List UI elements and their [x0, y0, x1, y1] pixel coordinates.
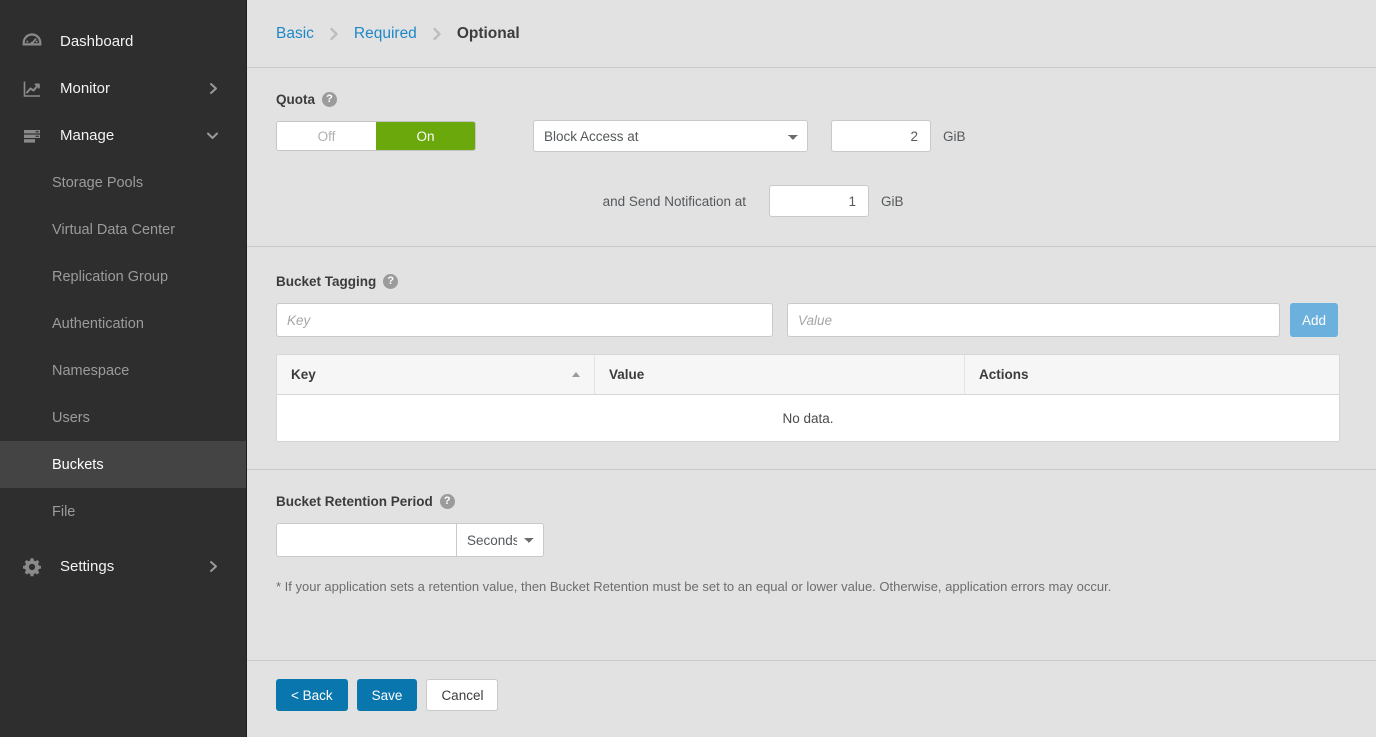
divider [247, 469, 1376, 470]
gear-icon [16, 551, 48, 583]
sidebar: Dashboard Monitor [0, 0, 247, 737]
server-stack-icon [16, 120, 48, 152]
table-column-label: Key [291, 367, 316, 382]
sidebar-item-authentication[interactable]: Authentication [0, 300, 246, 347]
breadcrumb-required[interactable]: Required [353, 24, 417, 42]
chevron-right-icon [327, 27, 341, 41]
divider [247, 660, 1376, 661]
sidebar-item-namespace[interactable]: Namespace [0, 347, 246, 394]
bucket-tagging-section: Bucket Tagging ? Add Key Value [247, 247, 1376, 442]
quota-action-select[interactable]: Block Access at [533, 120, 808, 152]
quota-toggle-off[interactable]: Off [277, 122, 376, 150]
back-button[interactable]: < Back [276, 679, 348, 711]
quota-toggle-on[interactable]: On [376, 122, 475, 150]
bucket-retention-title-label: Bucket Retention Period [276, 494, 433, 509]
divider [247, 67, 1376, 68]
sort-ascending-icon [572, 372, 580, 377]
sidebar-subitem-label: Authentication [52, 315, 144, 332]
retention-note: * If your application sets a retention v… [276, 579, 1112, 594]
bucket-retention-title: Bucket Retention Period ? [276, 494, 1376, 509]
table-header-row: Key Value Actions [277, 355, 1339, 395]
bucket-tagging-title-label: Bucket Tagging [276, 274, 377, 289]
table-column-label: Value [609, 367, 645, 382]
sidebar-item-settings[interactable]: Settings [0, 543, 246, 590]
tag-key-input[interactable] [276, 303, 773, 337]
sidebar-subitem-label: Storage Pools [52, 174, 144, 191]
quota-block-value-input[interactable] [831, 120, 931, 152]
chevron-right-icon [430, 27, 444, 41]
sidebar-item-label: Settings [60, 558, 115, 575]
save-button[interactable]: Save [356, 679, 418, 711]
table-empty-message: No data. [782, 410, 834, 426]
sidebar-item-dashboard[interactable]: Dashboard [0, 18, 246, 65]
table-column-actions[interactable]: Actions [965, 355, 1339, 394]
table-column-value[interactable]: Value [595, 355, 965, 394]
retention-value-input[interactable] [276, 523, 456, 557]
breadcrumb: Basic Required Optional [247, 0, 1376, 67]
sidebar-subitem-label: Virtual Data Center [52, 221, 176, 238]
sidebar-item-users[interactable]: Users [0, 394, 246, 441]
help-icon[interactable]: ? [322, 92, 337, 107]
quota-title-label: Quota [276, 92, 315, 107]
table-column-key[interactable]: Key [277, 355, 595, 394]
sidebar-item-label: Dashboard [60, 33, 134, 50]
help-icon[interactable]: ? [439, 494, 455, 509]
quota-toggle[interactable]: Off On [276, 121, 476, 151]
line-chart-icon [16, 73, 48, 105]
quota-notify-label: and Send Notification at [602, 193, 746, 209]
bucket-tagging-table: Key Value Actions No data. [276, 354, 1340, 442]
tag-value-input[interactable] [787, 303, 1280, 337]
retention-input-group: Seconds [276, 523, 544, 557]
table-column-label: Actions [979, 367, 1029, 382]
sidebar-item-storage-pools[interactable]: Storage Pools [0, 159, 246, 206]
sidebar-subitem-label: File [52, 503, 76, 520]
sidebar-item-monitor[interactable]: Monitor [0, 65, 246, 112]
sidebar-item-file[interactable]: File [0, 488, 246, 535]
chevron-down-icon [205, 128, 220, 143]
dashboard-gauge-icon [16, 26, 48, 58]
sidebar-subitem-label: Buckets [52, 456, 104, 473]
bucket-tagging-title: Bucket Tagging ? [276, 274, 1376, 289]
sidebar-item-buckets[interactable]: Buckets [0, 441, 246, 488]
sidebar-subitem-label: Replication Group [52, 268, 169, 285]
divider [247, 246, 1376, 247]
sidebar-item-label: Manage [60, 127, 115, 144]
form-footer: < Back Save Cancel [276, 679, 499, 711]
quota-section: Quota ? Off On Block Access at GiB and S… [247, 68, 1376, 217]
sidebar-item-label: Monitor [60, 80, 111, 97]
quota-notify-unit: GiB [881, 193, 904, 209]
chevron-right-icon [207, 560, 220, 573]
chevron-right-icon [207, 82, 220, 95]
breadcrumb-basic[interactable]: Basic [276, 24, 314, 42]
bucket-retention-section: Bucket Retention Period ? Seconds * If y… [247, 470, 1376, 594]
quota-block-unit: GiB [943, 128, 966, 144]
retention-unit-select[interactable]: Seconds [456, 523, 544, 557]
quota-title: Quota ? [276, 92, 1376, 107]
sidebar-subitem-label: Users [52, 409, 90, 426]
sidebar-subitem-label: Namespace [52, 362, 130, 379]
content-area: Basic Required Optional Quota ? [247, 0, 1376, 737]
sidebar-item-replication-group[interactable]: Replication Group [0, 253, 246, 300]
quota-notify-value-input[interactable] [769, 185, 869, 217]
breadcrumb-optional: Optional [456, 24, 520, 42]
cancel-button[interactable]: Cancel [426, 679, 499, 711]
tag-add-button[interactable]: Add [1290, 303, 1338, 337]
sidebar-item-virtual-data-center[interactable]: Virtual Data Center [0, 206, 246, 253]
help-icon[interactable]: ? [383, 274, 399, 289]
sidebar-item-manage[interactable]: Manage [0, 112, 246, 159]
